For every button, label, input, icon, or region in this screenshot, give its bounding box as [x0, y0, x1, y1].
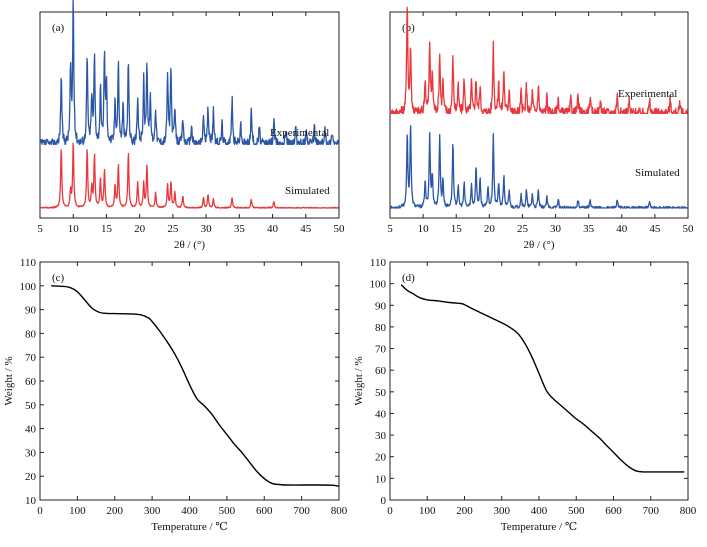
- x-tick-label: 200: [107, 505, 124, 517]
- y-axis-label: Weight / %: [3, 356, 15, 405]
- x-tick-label: 700: [643, 505, 660, 517]
- x-tick-label: 35: [234, 223, 246, 235]
- panel-a: 5 10 15 20 25 30 35 40 45 50 2θ / (°) (a) Experiment…: [37, 0, 345, 251]
- x-tick-label: 300: [144, 505, 161, 517]
- x-tick-label: 0: [387, 505, 393, 517]
- x-tick-label: 400: [531, 505, 548, 517]
- panel-c: 0 100 200 300 400 500 600 700 800 Temperature / ℃…: [3, 257, 348, 533]
- x-tick-label: 5: [387, 223, 393, 235]
- series-line-simulated: [39, 142, 340, 209]
- x-axis-label: 2θ / (°): [523, 239, 554, 251]
- x-tick-label: 40: [616, 223, 628, 235]
- panel-tag: (a): [52, 22, 65, 34]
- x-tick-label: 500: [568, 505, 585, 517]
- tga-curve: [51, 285, 340, 487]
- x-tick-label: 800: [680, 505, 697, 517]
- x-tick-label: 50: [334, 223, 346, 235]
- plot-frame: [389, 11, 689, 219]
- y-tick-label: 10: [25, 495, 37, 507]
- y-tick-label: 80: [25, 328, 37, 340]
- y-tick-label: 50: [375, 387, 387, 399]
- tga-curve: [400, 284, 685, 473]
- y-tick-label: 20: [25, 471, 37, 483]
- y-tick-label: 70: [25, 352, 37, 364]
- x-axis-label: Temperature / ℃: [501, 521, 577, 533]
- y-tick-label: 100: [370, 279, 387, 291]
- legend-label: Simulated: [635, 167, 680, 179]
- x-tick-label: 400: [181, 505, 198, 517]
- legend-label: Experimental: [618, 88, 677, 100]
- x-axis-label: Temperature / ℃: [151, 521, 227, 533]
- y-tick-label: 20: [375, 452, 387, 464]
- x-tick-label: 15: [101, 223, 113, 235]
- x-axis-label: 2θ / (°): [174, 239, 205, 251]
- x-tick-label: 25: [517, 223, 529, 235]
- y-tick-label: 60: [375, 365, 387, 377]
- y-tick-label: 30: [375, 430, 387, 442]
- x-tick-label: 800: [331, 505, 348, 517]
- x-tick-label: 600: [256, 505, 273, 517]
- x-tick-label: 500: [219, 505, 236, 517]
- x-tick-label: 600: [605, 505, 622, 517]
- x-tick-label: 10: [418, 223, 430, 235]
- y-tick-label: 90: [25, 305, 37, 317]
- y-tick-label: 80: [375, 322, 387, 334]
- y-tick-label: 60: [25, 376, 37, 388]
- plot-frame: [39, 261, 340, 501]
- legend-label: Simulated: [285, 185, 330, 197]
- x-tick-label: 45: [300, 223, 312, 235]
- x-tick-label: 100: [419, 505, 436, 517]
- x-tick-label: 200: [456, 505, 473, 517]
- x-tick-label: 10: [68, 223, 80, 235]
- panel-b: 5 10 15 20 25 30 35 40 45 50 2θ / (°) (b) Experiment…: [387, 6, 695, 251]
- y-tick-label: 0: [381, 495, 387, 507]
- panel-tag: (b): [402, 22, 415, 34]
- series-line-simulated: [389, 124, 689, 209]
- x-tick-label: 30: [201, 223, 213, 235]
- y-tick-label: 110: [20, 257, 37, 269]
- x-tick-label: 20: [484, 223, 496, 235]
- y-tick-label: 30: [25, 447, 37, 459]
- x-tick-label: 30: [550, 223, 562, 235]
- x-tick-label: 45: [649, 223, 661, 235]
- legend-label: Experimental: [270, 127, 329, 139]
- x-tick-label: 40: [267, 223, 279, 235]
- x-tick-label: 700: [293, 505, 310, 517]
- y-tick-label: 40: [25, 424, 37, 436]
- x-tick-label: 50: [683, 223, 695, 235]
- x-tick-label: 25: [167, 223, 179, 235]
- x-tick-label: 0: [37, 505, 43, 517]
- y-tick-label: 70: [375, 344, 387, 356]
- plot-frame: [389, 261, 689, 501]
- x-tick-label: 5: [37, 223, 43, 235]
- x-tick-label: 20: [134, 223, 146, 235]
- x-tick-label: 100: [69, 505, 86, 517]
- y-tick-label: 90: [375, 300, 387, 312]
- y-tick-label: 40: [375, 408, 387, 420]
- y-tick-label: 10: [375, 473, 387, 485]
- y-tick-label: 50: [25, 400, 37, 412]
- y-tick-label: 110: [370, 257, 387, 269]
- series-line-experimental: [389, 6, 689, 115]
- x-tick-label: 15: [451, 223, 463, 235]
- panel-tag: (c): [52, 272, 65, 284]
- x-tick-label: 35: [583, 223, 595, 235]
- panel-tag: (d): [402, 272, 415, 284]
- y-axis-label: Weight / %: [353, 356, 365, 405]
- series-line-experimental: [39, 0, 340, 145]
- y-tick-label: 100: [20, 281, 37, 293]
- plot-frame: [39, 11, 340, 219]
- x-tick-label: 300: [494, 505, 511, 517]
